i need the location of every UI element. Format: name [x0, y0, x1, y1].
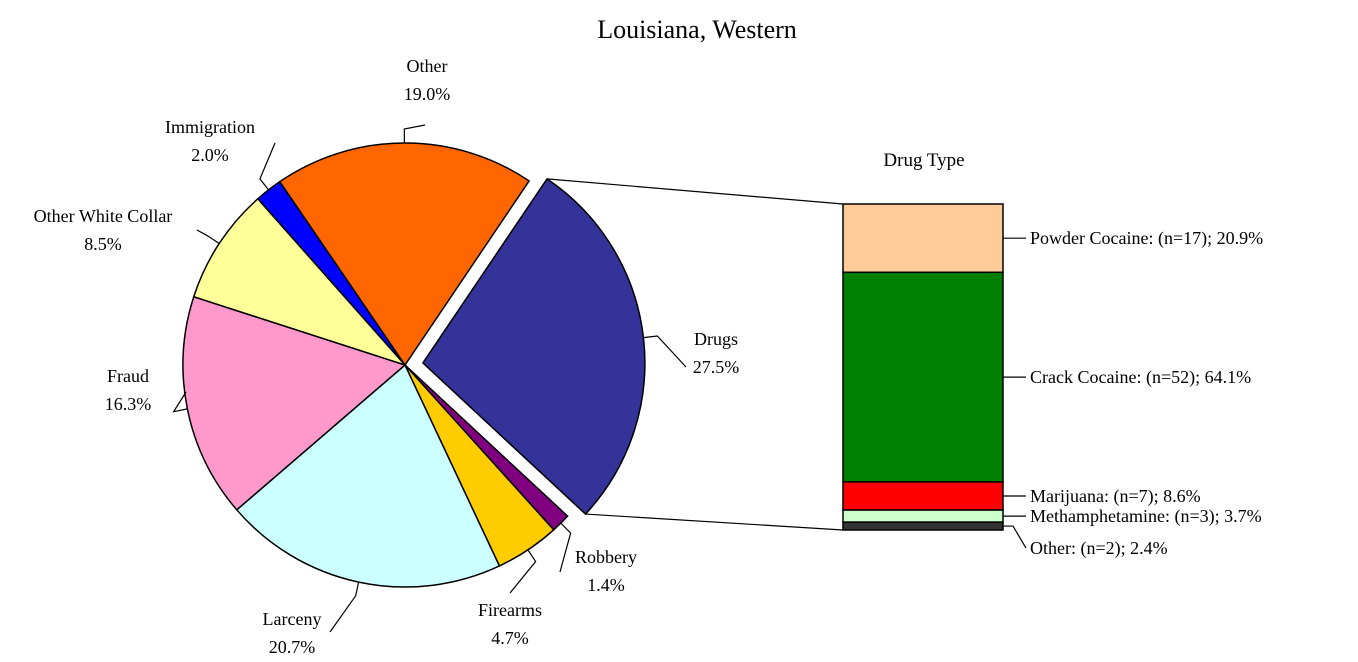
- bar-label-other: Other: (n=2); 2.4%: [1030, 538, 1168, 559]
- bar-label-methamphetamine: Methamphetamine: (n=3); 3.7%: [1030, 506, 1262, 527]
- drug-type-title: Drug Type: [883, 150, 964, 171]
- pie-label-other: Other: [407, 56, 448, 76]
- pie-label-larceny: Larceny: [263, 609, 322, 629]
- pie-label-firearms: Firearms: [478, 600, 542, 620]
- chart-title: Louisiana, Western: [597, 15, 797, 44]
- pie-value-fraud: 16.3%: [105, 394, 152, 414]
- connector-top: [546, 178, 844, 205]
- pie-value-firearms: 4.7%: [491, 628, 529, 648]
- pie-label-fraud: Fraud: [107, 366, 149, 386]
- pie-leader-line-fraud: [172, 391, 188, 413]
- pie-label-robbery: Robbery: [575, 547, 637, 567]
- pie-leader-line-firearms: [509, 549, 537, 594]
- bar-segment-methamphetamine: [842, 509, 1004, 523]
- connector-bottom: [585, 513, 844, 531]
- pie-slice-fraud: [182, 295, 407, 511]
- bar-label-crack-cocaine: Crack Cocaine: (n=52); 64.1%: [1030, 367, 1251, 388]
- pie-leader-line-other-white-collar: [196, 229, 220, 244]
- bar-label-marijuana: Marijuana: (n=7); 8.6%: [1030, 486, 1201, 507]
- bar-segment-marijuana: [842, 481, 1004, 511]
- pie-value-other: 19.0%: [404, 84, 451, 104]
- pie-bar-connector: [546, 178, 844, 531]
- bar-leader-line-other: [1003, 525, 1027, 549]
- bar-segment-powder-cocaine: [842, 203, 1004, 274]
- pie-slice-drugs: [421, 177, 646, 516]
- pie-label-immigration: Immigration: [165, 117, 255, 137]
- drug-type-stacked-bar: Powder Cocaine: (n=17); 20.9% Crack Cocai…: [842, 203, 1263, 559]
- pie-value-other-white-collar: 8.5%: [84, 234, 122, 254]
- pie-chart: Drugs 27.5% Robbery 1.4% Firearms 4.7% Larceny…: [34, 56, 740, 657]
- pie-value-larceny: 20.7%: [269, 637, 316, 657]
- pie-leader-line-drugs: [643, 335, 687, 368]
- pie-label-drugs: Drugs: [694, 329, 738, 349]
- pie-leader-line-robbery: [559, 522, 572, 573]
- pie-leader-line-immigration: [259, 142, 276, 191]
- bar-label-powder-cocaine: Powder Cocaine: (n=17); 20.9%: [1030, 228, 1263, 249]
- bar-segment-crack-cocaine: [842, 271, 1004, 483]
- pie-label-other-white-collar: Other White Collar: [34, 206, 173, 226]
- pie-slice-larceny: [235, 363, 501, 588]
- pie-leader-line-other: [403, 124, 426, 144]
- bar-segment-other: [842, 521, 1004, 531]
- pie-value-immigration: 2.0%: [191, 145, 229, 165]
- pie-value-drugs: 27.5%: [693, 357, 740, 377]
- pie-value-robbery: 1.4%: [587, 575, 625, 595]
- pie-leader-line-larceny: [329, 581, 360, 633]
